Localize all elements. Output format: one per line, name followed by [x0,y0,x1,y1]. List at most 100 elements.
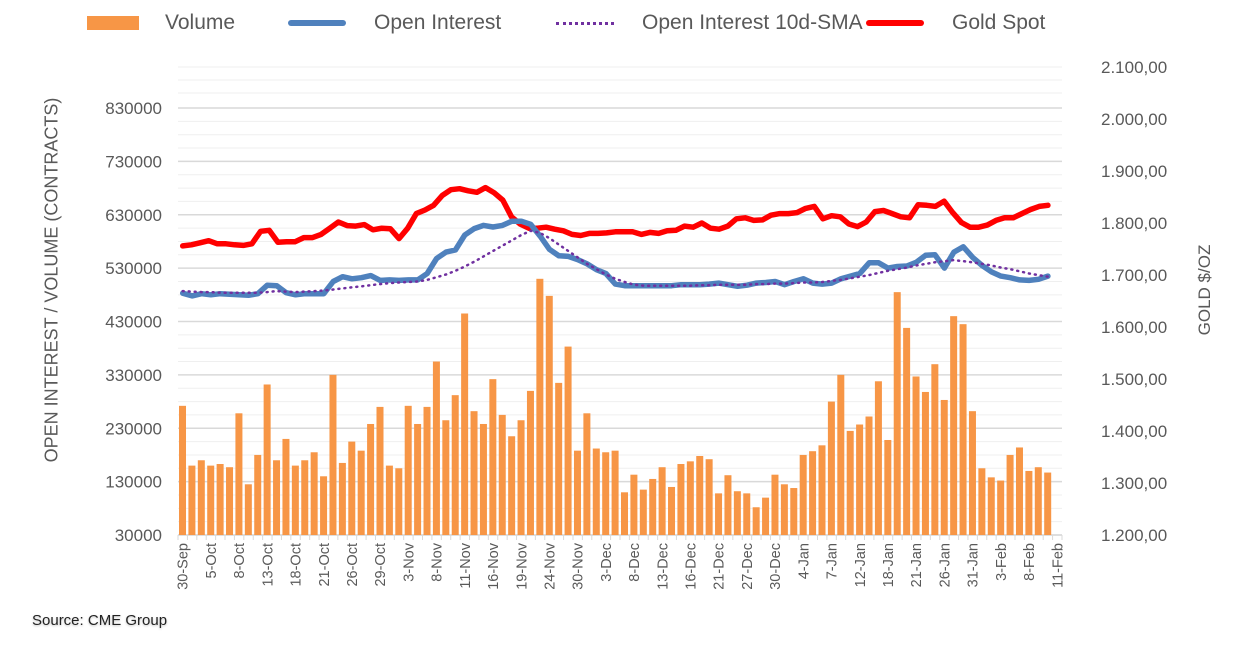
volume-bar [489,379,497,535]
volume-bar [179,405,187,535]
left-tick-label: 630000 [105,206,162,225]
left-tick-label: 130000 [105,473,162,492]
left-tick-label: 430000 [105,313,162,332]
volume-bar [216,464,224,535]
volume-bar [470,411,478,535]
right-axis-ticks: 1.200,00 1.300,00 1.400,00 1.500,00 1.600,00… [1101,58,1167,545]
x-tick-label: 24-Nov [542,542,558,589]
volume-bar [442,420,450,535]
x-tick-label: 12-Jan [853,543,869,587]
legend-swatch-open-interest [288,20,346,26]
right-tick-label: 1.700,00 [1101,266,1167,285]
volume-bar [235,413,243,535]
volume-bar [874,381,882,535]
right-tick-label: 1.400,00 [1101,422,1167,441]
volume-bar [1044,472,1052,535]
right-tick-label: 1.900,00 [1101,162,1167,181]
left-tick-label: 830000 [105,99,162,118]
left-tick-label: 230000 [105,419,162,438]
volume-bar [827,401,835,535]
volume-bar [282,438,290,535]
legend-swatch-sma [556,21,614,25]
volume-bar [715,493,723,535]
right-tick-label: 2.100,00 [1101,58,1167,77]
x-tick-label: 13-Oct [260,543,276,587]
right-tick-label: 1.600,00 [1101,318,1167,337]
x-tick-label: 13-Dec [655,543,671,590]
open-interest-sma-line [181,229,1050,294]
volume-bars [179,278,1052,535]
series-lines [179,184,1051,299]
volume-bar [931,364,939,535]
volume-bar [291,465,299,535]
x-tick-label: 3-Feb [994,543,1010,581]
x-tick-label: 19-Nov [514,542,530,589]
volume-bar [997,480,1005,535]
volume-bar [432,361,440,535]
gold-spot-line [179,184,1051,249]
right-tick-label: 1.800,00 [1101,214,1167,233]
volume-bar [903,327,911,535]
x-tick-label: 21-Oct [317,543,333,587]
x-tick-label: 18-Jan [881,543,897,587]
x-tick-label: 8-Dec [627,543,643,582]
volume-bar [658,467,666,535]
x-tick-label: 26-Oct [345,543,361,587]
x-tick-label: 11-Nov [458,542,474,588]
volume-bar [498,414,506,535]
left-axis-title: OPEN INTEREST / VOLUME (CONTRACTS) [41,97,62,463]
volume-bar [677,464,685,535]
volume-bar [555,382,563,535]
volume-bar [1034,467,1042,535]
volume-bar [790,488,798,535]
x-axis-ticks: 30-Sep 5-Oct 8-Oct 13-Oct 18-Oct 21-Oct 26-Oct… [176,535,1066,590]
volume-bar [630,474,638,535]
x-tick-label: 21-Dec [712,543,728,590]
volume-bar [338,462,346,535]
volume-bar [376,406,384,535]
right-tick-label: 1.200,00 [1101,526,1167,545]
volume-bar [573,450,581,535]
volume-bar [639,489,647,535]
volume-bar [611,450,619,535]
x-tick-label: 30-Sep [176,543,192,590]
volume-bar [517,420,525,535]
legend-item-sma: Open Interest 10d-SMA [556,8,863,38]
volume-bar [357,450,365,535]
legend-label-volume: Volume [165,11,236,34]
volume-bar [423,406,431,535]
volume-bar [950,316,958,535]
right-tick-label: 1.300,00 [1101,474,1167,493]
volume-bar [451,395,459,535]
volume-bar [244,484,252,535]
volume-bar [940,399,948,535]
volume-bar [987,477,995,535]
volume-bar [385,465,393,535]
volume-bar [686,461,694,535]
legend-label-open-interest: Open Interest [374,11,502,34]
x-tick-label: 16-Nov [486,542,502,589]
x-tick-label: 3-Dec [599,543,615,582]
x-tick-label: 30-Nov [571,542,587,589]
left-tick-label: 530000 [105,259,162,278]
volume-bar [818,445,826,535]
x-tick-label: 8-Nov [430,542,446,581]
volume-bar [978,468,986,535]
volume-bar [545,295,553,535]
volume-bar [188,465,196,535]
x-tick-label: 31-Jan [966,543,982,587]
volume-bar [884,439,892,535]
x-tick-label: 3-Nov [401,542,417,581]
x-tick-label: 11-Feb [1050,543,1066,588]
volume-bar [724,475,732,535]
source-note: Source: CME Group [32,612,168,629]
volume-bar [301,460,309,535]
legend-item-gold-spot: Gold Spot [866,8,1045,38]
volume-bar [649,478,657,535]
volume-bar [668,486,676,535]
x-tick-label: 29-Oct [373,543,389,587]
volume-bar [583,413,591,535]
volume-bar [752,507,760,535]
volume-bar [809,451,817,535]
